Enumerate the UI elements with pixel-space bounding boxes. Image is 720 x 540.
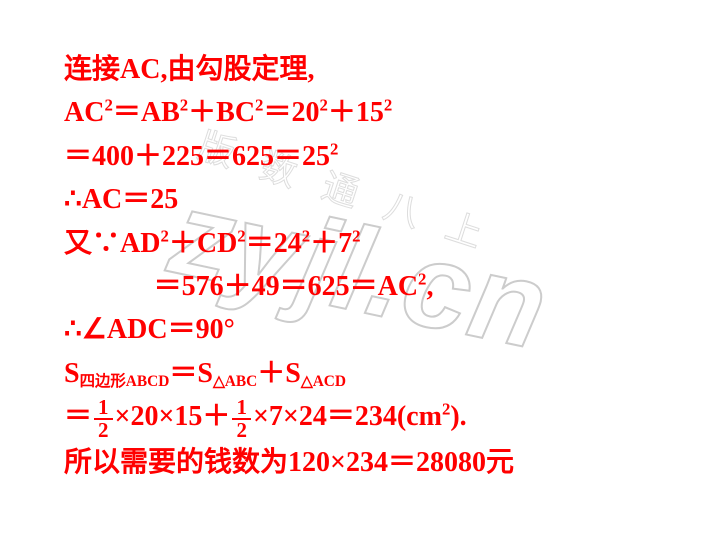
line-6: ＝576＋49＝625＝AC2, [64, 265, 720, 308]
line-7: ∴∠ADC＝90° [64, 308, 720, 351]
text: ＋7 [310, 228, 352, 259]
exp: 2 [330, 139, 338, 158]
line-5: 又∵AD2＋CD2＝242＋72 [64, 222, 720, 265]
subscript: △ABC [213, 373, 257, 390]
exp: 2 [302, 226, 310, 245]
text: 所以需要的钱数为120×234＝28080元 [64, 447, 514, 478]
text: , [426, 271, 433, 302]
numerator: 1 [232, 397, 251, 420]
text: ＝20 [263, 97, 319, 128]
text: 连接AC,由勾股定理, [64, 54, 314, 85]
line-9: ＝12×20×15＋12×7×24＝234(cm2). [64, 395, 720, 441]
exp: 2 [104, 96, 112, 115]
text: ＝400＋225＝625＝25 [64, 141, 330, 172]
text: ×20×15＋ [115, 401, 231, 432]
math-solution-body: 连接AC,由勾股定理, AC2＝AB2＋BC2＝202＋152 ＝400＋225… [0, 0, 720, 484]
text: ＋15 [328, 97, 384, 128]
exp: 2 [237, 226, 245, 245]
text: ＝ [64, 401, 92, 432]
text: ＋BC [188, 97, 255, 128]
denominator: 2 [232, 420, 251, 441]
exp: 2 [160, 226, 168, 245]
text: ). [450, 401, 466, 432]
line-2: AC2＝AB2＋BC2＝202＋152 [64, 91, 720, 134]
exp: 2 [384, 96, 392, 115]
text: ＋CD [169, 228, 237, 259]
text: S [64, 358, 80, 389]
text: AC [64, 97, 104, 128]
fraction: 12 [94, 397, 113, 441]
exp: 2 [352, 226, 360, 245]
exp: 2 [180, 96, 188, 115]
line-10: 所以需要的钱数为120×234＝28080元 [64, 441, 720, 484]
text: ∴AC＝25 [64, 184, 178, 215]
text: 又∵AD [64, 228, 160, 259]
subscript: 四边形ABCD [80, 373, 170, 390]
line-3: ＝400＋225＝625＝252 [64, 135, 720, 178]
denominator: 2 [94, 420, 113, 441]
line-1: 连接AC,由勾股定理, [64, 48, 720, 91]
numerator: 1 [94, 397, 113, 420]
text: ×7×24＝234(cm [253, 401, 442, 432]
exp: 2 [319, 96, 327, 115]
text: ∴∠ADC＝90° [64, 314, 235, 345]
fraction: 12 [232, 397, 251, 441]
subscript: △ACD [301, 373, 346, 390]
text: ＝AB [113, 97, 180, 128]
line-4: ∴AC＝25 [64, 178, 720, 221]
text: ＝24 [246, 228, 302, 259]
text: ＋S [257, 358, 301, 389]
text: ＝S [169, 358, 213, 389]
text: ＝576＋49＝625＝AC [154, 271, 418, 302]
line-8: S四边形ABCD＝S△ABC＋S△ACD [64, 352, 720, 395]
